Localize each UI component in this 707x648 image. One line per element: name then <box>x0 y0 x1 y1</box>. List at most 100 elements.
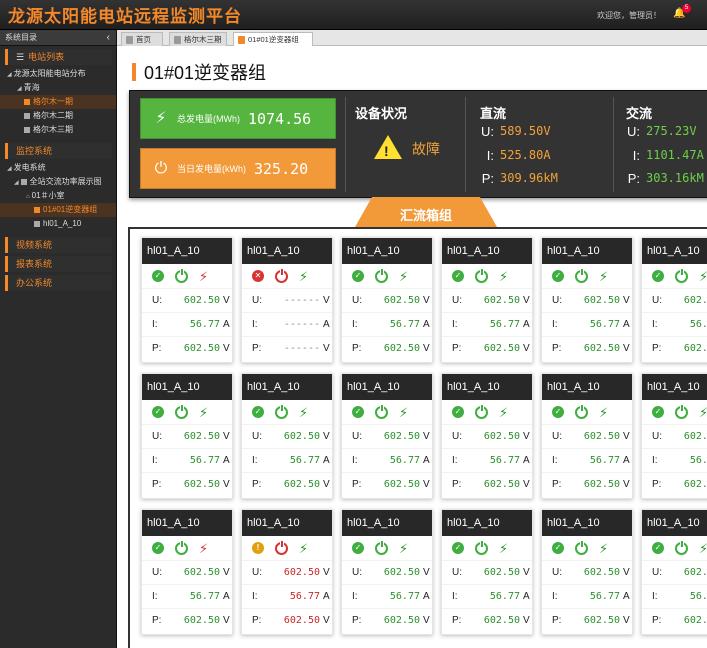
power-icon[interactable] <box>675 540 688 555</box>
voltage-unit: V <box>623 295 630 306</box>
power-unit: V <box>323 615 330 626</box>
grid-icon <box>34 206 40 213</box>
user-greeting[interactable]: 欢迎您，管理员！ <box>597 11 661 20</box>
sidebar-item-small-room[interactable]: ⌂ 01＃小室 <box>0 189 116 203</box>
card-title: hl01_A_10 <box>242 510 332 536</box>
power-icon[interactable] <box>175 404 188 419</box>
power-row: P:602.50V <box>642 608 707 632</box>
tab-geermu3[interactable]: 格尔木三期 <box>169 32 227 46</box>
sidebar-group-station-list[interactable]: ☰ 电站列表 <box>5 49 112 65</box>
power-icon[interactable] <box>375 404 388 419</box>
sidebar-item-label: 青海 <box>23 83 40 92</box>
power-icon[interactable] <box>275 540 288 555</box>
sidebar-item-geermu3[interactable]: 格尔木三期 <box>0 123 116 137</box>
sidebar-item-label: 格尔木一期 <box>33 97 73 106</box>
sidebar-group-video[interactable]: 视频系统 <box>5 237 112 253</box>
combiner-card[interactable]: hl01_A_10 ✕ ⚡ U: ------ V I: ------ A P: ------ V <box>241 237 333 363</box>
sidebar-item-distribution[interactable]: ◢ 龙源太阳能电站分布 <box>0 67 116 81</box>
power-icon[interactable] <box>675 404 688 419</box>
list-icon: ☰ <box>16 52 25 62</box>
sidebar-item-inverter-group[interactable]: 01#01逆变器组 <box>0 203 116 217</box>
power-icon[interactable] <box>175 268 188 283</box>
power-icon[interactable] <box>575 540 588 555</box>
voltage-row: U:602.50V <box>642 288 707 312</box>
current-value: 56.77 <box>489 591 520 602</box>
lightning-icon: ⚡ <box>399 540 409 556</box>
notification-badge: 5 <box>682 4 691 13</box>
power-icon[interactable] <box>375 540 388 555</box>
power-label: P: <box>252 343 262 354</box>
page-title: 01#01逆变器组 <box>132 60 266 84</box>
combiner-card[interactable]: hl01_A_10! ⚡ U: 602.50 V I: 56.77 A P: 602.50 V <box>241 509 333 635</box>
sidebar-group-office[interactable]: 办公系统 <box>5 275 112 291</box>
card-title: hl01_A_10 <box>242 238 332 264</box>
page-icon <box>238 35 245 44</box>
title-accent-bar <box>132 63 136 81</box>
power-icon[interactable] <box>375 268 388 283</box>
sidebar-item-qinghai[interactable]: ◢ 青海 <box>0 81 116 95</box>
sidebar-item-geermu1[interactable]: 格尔木一期 <box>0 95 116 109</box>
tab-inverter-group[interactable]: 01#01逆变器组 <box>233 32 313 46</box>
tab-home[interactable]: 首页 <box>121 32 163 46</box>
caret-down-icon: ◢ <box>17 86 22 92</box>
tab-label: 首页 <box>136 35 151 44</box>
sidebar-item-power-system[interactable]: ◢ 发电系统 <box>0 161 116 175</box>
caret-down-icon: ◢ <box>7 166 12 172</box>
current-label: I: <box>352 591 358 602</box>
ac-voltage-value: 275.23V <box>646 124 697 138</box>
sidebar-group-report[interactable]: 报表系统 <box>5 256 112 272</box>
current-value: 56.77 <box>289 591 320 602</box>
current-row: I:56.77A <box>642 448 707 472</box>
bell-icon[interactable]: 🔔 <box>673 8 686 19</box>
power-icon[interactable] <box>475 540 488 555</box>
current-unit: A <box>623 591 630 602</box>
card-title: hl01_A_10 <box>442 510 532 536</box>
lightning-icon: ⚡ <box>399 268 409 284</box>
power-icon[interactable] <box>575 404 588 419</box>
sidebar-item-ac-display[interactable]: ◢ 全站交流功率展示图 <box>0 175 116 189</box>
power-icon[interactable] <box>675 268 688 283</box>
power-icon[interactable] <box>475 268 488 283</box>
lightning-icon: ⚡ <box>699 270 707 283</box>
power-icon[interactable] <box>175 540 188 555</box>
sidebar-toggle-icon[interactable]: ‹ <box>106 32 110 43</box>
check-circle-icon: ✓ <box>352 270 364 282</box>
sidebar-item-geermu2[interactable]: 格尔木二期 <box>0 109 116 123</box>
power-icon[interactable] <box>275 268 288 283</box>
card-title: hl01_A_10 <box>442 238 532 264</box>
sidebar-group-monitor[interactable]: 监控系统 <box>5 143 112 159</box>
power-icon[interactable] <box>475 404 488 419</box>
power-icon[interactable] <box>575 268 588 283</box>
sidebar-item-hl[interactable]: hl01_A_10 <box>0 217 116 231</box>
current-unit: A <box>623 455 630 466</box>
card-status-icons: ✓⚡ <box>642 264 707 288</box>
voltage-value: 602.50 <box>383 567 420 578</box>
power-icon[interactable] <box>275 404 288 419</box>
current-label: I: <box>552 319 558 330</box>
current-value: 56.77 <box>489 455 520 466</box>
